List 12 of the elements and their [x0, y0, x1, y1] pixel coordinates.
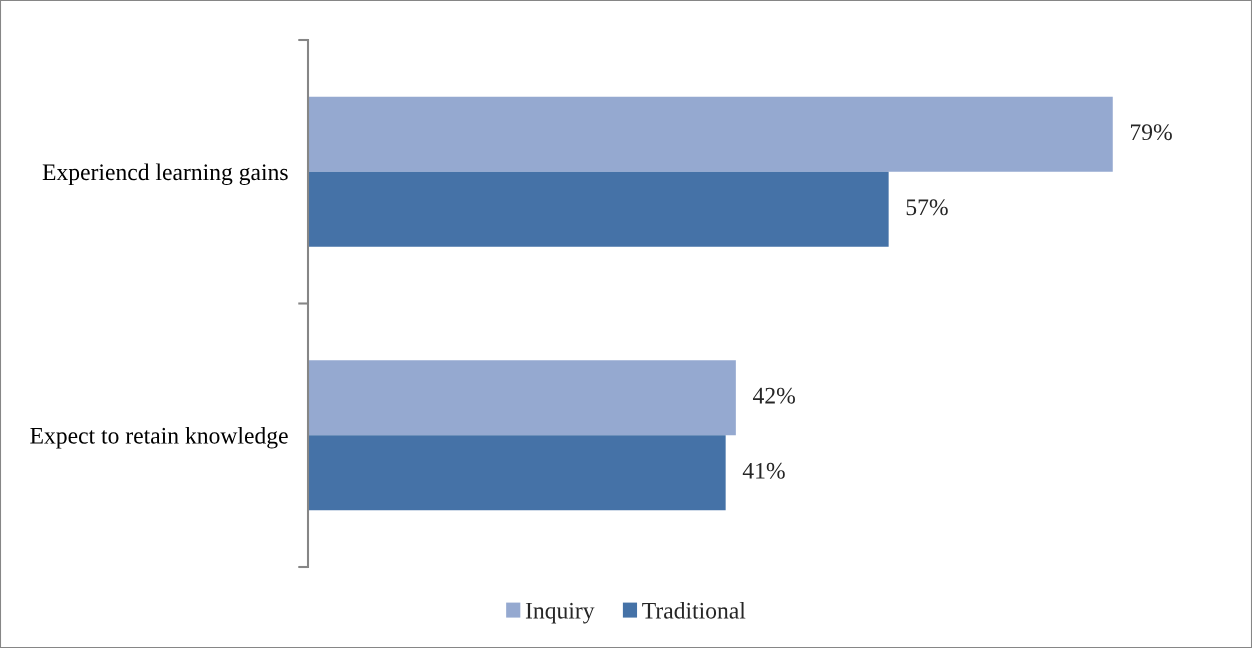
legend-label: Traditional [642, 602, 746, 619]
data-label: 42% [752, 387, 795, 404]
bar [308, 96, 1113, 172]
bar [308, 171, 889, 247]
y-tick-label: Experiencd learning gains [42, 163, 288, 186]
legend-label: Inquiry [525, 602, 595, 624]
data-label: 79% [1130, 124, 1172, 141]
bar [308, 435, 726, 511]
data-label: 41% [742, 462, 785, 479]
y-tick-label: Expect to retain knowledge [30, 427, 288, 449]
bar [308, 360, 736, 436]
data-label: 57% [906, 199, 948, 216]
